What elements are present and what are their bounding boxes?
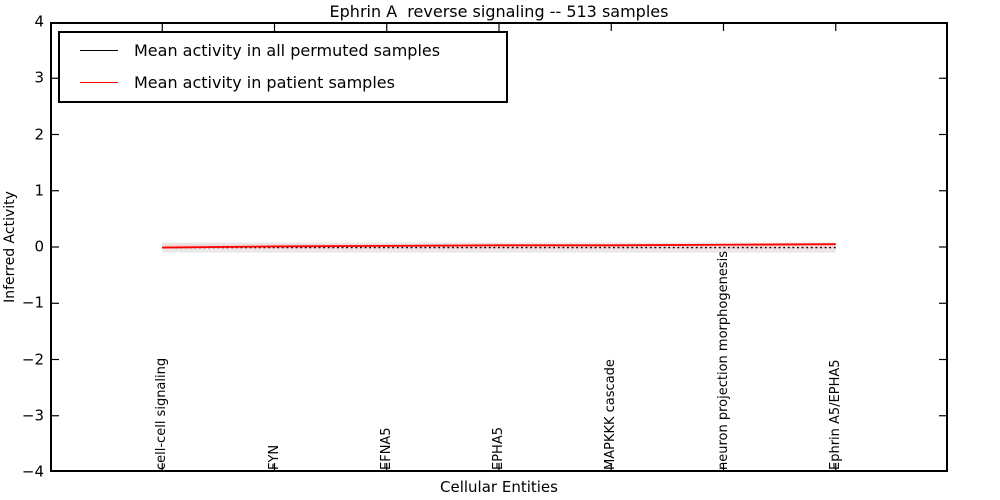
chart-title: Ephrin A reverse signaling -- 513 sample… — [329, 2, 669, 21]
x-tick-label: FYN — [266, 444, 282, 470]
y-tick-label: 2 — [34, 125, 44, 144]
x-tick-label: cell-cell signaling — [154, 357, 170, 470]
y-tick-label: 1 — [34, 181, 44, 200]
y-tick-label: 3 — [34, 68, 44, 87]
legend: Mean activity in all permuted samples Me… — [58, 31, 508, 103]
legend-label-permuted: Mean activity in all permuted samples — [134, 41, 441, 60]
plot-canvas — [50, 22, 948, 472]
y-tick-label: 0 — [34, 237, 44, 256]
plot-area — [50, 22, 948, 472]
y-tick-label: −2 — [21, 350, 44, 369]
legend-line-permuted-icon — [80, 50, 118, 51]
x-axis-label: Cellular Entities — [440, 478, 558, 496]
y-tick-label: −4 — [21, 462, 44, 481]
x-tick-label: MAPKKK cascade — [603, 359, 619, 470]
plot-frame — [50, 22, 948, 472]
x-tick-label: neuron projection morphogenesis — [715, 251, 731, 470]
legend-entry-permuted: Mean activity in all permuted samples — [70, 38, 496, 63]
series-line-1 — [162, 243, 836, 249]
legend-line-patient-icon — [80, 82, 118, 83]
x-tick-label: EPHA5 — [491, 427, 506, 470]
y-tick-label: −3 — [21, 406, 44, 425]
legend-label-patient: Mean activity in patient samples — [134, 73, 395, 92]
y-tick-label: 4 — [34, 12, 44, 31]
legend-entry-patient: Mean activity in patient samples — [70, 70, 496, 95]
x-tick-label: Ephrin A5/EPHA5 — [827, 359, 843, 470]
y-tick-label: −1 — [21, 293, 44, 312]
x-tick-label: EFNA5 — [378, 427, 394, 470]
